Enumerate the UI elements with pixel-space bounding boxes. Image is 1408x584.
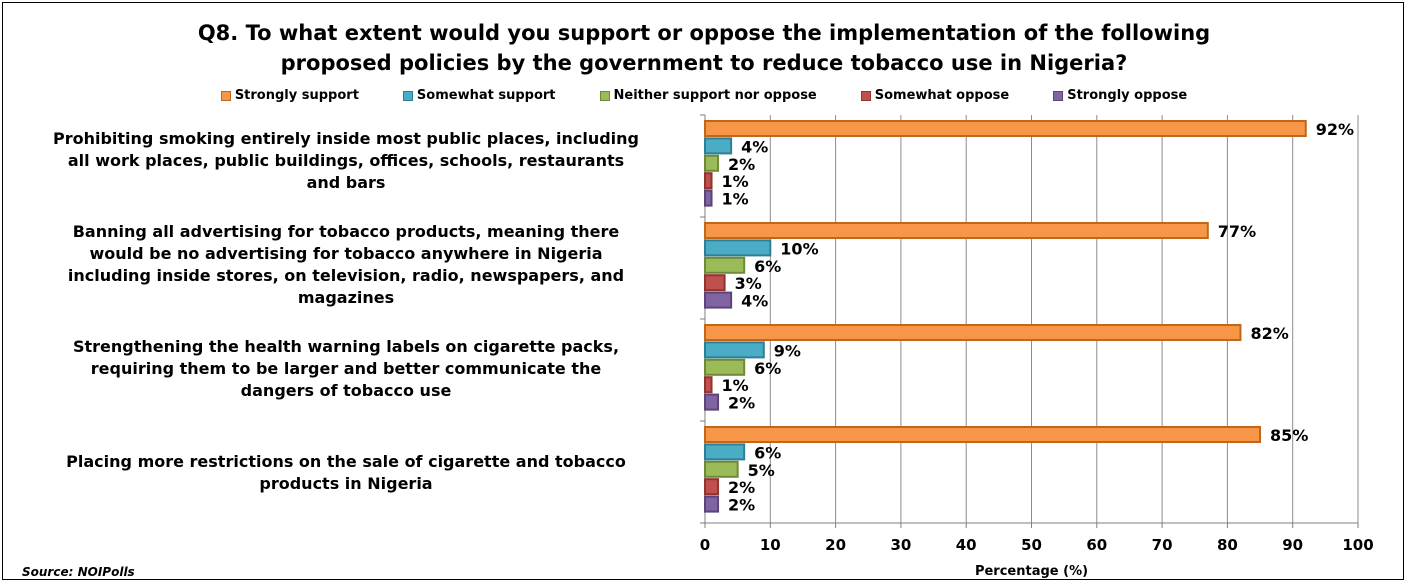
x-tick-label: 60 bbox=[1086, 536, 1107, 554]
category-label-warning-labels: Strengthening the health warning labels … bbox=[8, 336, 684, 402]
x-tick-label: 0 bbox=[700, 536, 710, 554]
category-label-smoking-ban: Prohibiting smoking entirely inside most… bbox=[8, 128, 684, 194]
x-tick-label: 20 bbox=[825, 536, 846, 554]
legend-swatch-somewhat-oppose bbox=[860, 90, 871, 101]
bar bbox=[704, 239, 772, 257]
x-tick-label: 40 bbox=[956, 536, 977, 554]
chart-title-line-2: proposed policies by the government to r… bbox=[280, 51, 1128, 75]
data-label: 6% bbox=[754, 257, 781, 276]
bar bbox=[704, 460, 739, 478]
source-note: Source: NOIPolls bbox=[22, 565, 135, 579]
data-label: 1% bbox=[722, 376, 749, 395]
bar bbox=[704, 376, 713, 394]
x-tick-label: 80 bbox=[1217, 536, 1238, 554]
x-tick-label: 30 bbox=[890, 536, 911, 554]
data-label: 6% bbox=[754, 443, 781, 462]
legend-item-somewhat-support: Somewhat support bbox=[402, 88, 556, 103]
category-label-line: Placing more restrictions on the sale of… bbox=[66, 452, 626, 471]
data-label: 2% bbox=[728, 155, 755, 174]
bar bbox=[704, 393, 720, 411]
bar bbox=[704, 443, 746, 461]
legend-swatch-somewhat-support bbox=[402, 90, 413, 101]
data-label: 2% bbox=[728, 496, 755, 515]
data-label: 2% bbox=[728, 394, 755, 413]
x-tick-label: 90 bbox=[1282, 536, 1303, 554]
category-label-line: all work places, public buildings, offic… bbox=[67, 151, 625, 170]
legend-label-neither: Neither support nor oppose bbox=[613, 88, 817, 103]
chart-legend: Strongly support Somewhat support Neithe… bbox=[0, 88, 1408, 103]
category-label-line: including inside stores, on television, … bbox=[67, 266, 625, 285]
category-label-line: would be no advertising for tobacco anyw… bbox=[89, 244, 603, 263]
bar bbox=[704, 274, 726, 292]
bar bbox=[704, 222, 1209, 239]
legend-swatch-neither bbox=[599, 90, 610, 101]
category-label-line: Banning all advertising for tobacco prod… bbox=[72, 222, 620, 241]
legend-label-somewhat-oppose: Somewhat oppose bbox=[874, 88, 1010, 103]
x-tick-label: 10 bbox=[760, 536, 781, 554]
legend-label-strongly-oppose: Strongly oppose bbox=[1067, 88, 1188, 103]
legend-swatch-strongly-oppose bbox=[1053, 90, 1064, 101]
legend-item-neither: Neither support nor oppose bbox=[599, 88, 817, 103]
category-label-line: magazines bbox=[297, 288, 395, 307]
data-label: 9% bbox=[774, 341, 801, 360]
chart-title-line-1: Q8. To what extent would you support or … bbox=[197, 21, 1211, 45]
data-label: 6% bbox=[754, 359, 781, 378]
data-label: 2% bbox=[728, 478, 755, 497]
x-tick-label: 50 bbox=[1021, 536, 1042, 554]
data-label: 77% bbox=[1218, 222, 1256, 241]
category-label-line: Prohibiting smoking entirely inside most… bbox=[52, 129, 640, 148]
bar bbox=[704, 137, 733, 155]
data-label: 1% bbox=[722, 172, 749, 191]
category-label-line: Strengthening the health warning labels … bbox=[72, 337, 620, 356]
category-label-advertising-ban: Banning all advertising for tobacco prod… bbox=[8, 221, 684, 309]
category-label-sale-restrictions: Placing more restrictions on the sale of… bbox=[8, 451, 684, 495]
bar bbox=[704, 189, 713, 207]
x-tick-label: 70 bbox=[1152, 536, 1173, 554]
chart-title: Q8. To what extent would you support or … bbox=[0, 18, 1408, 78]
data-label: 92% bbox=[1316, 120, 1354, 139]
data-label: 85% bbox=[1270, 426, 1308, 445]
data-label: 4% bbox=[741, 137, 768, 156]
data-label: 5% bbox=[748, 461, 775, 480]
category-label-line: products in Nigeria bbox=[259, 474, 433, 493]
legend-item-somewhat-oppose: Somewhat oppose bbox=[860, 88, 1010, 103]
bar bbox=[704, 172, 713, 190]
legend-swatch-strongly-support bbox=[220, 90, 231, 101]
legend-label-somewhat-support: Somewhat support bbox=[416, 88, 556, 103]
bar bbox=[704, 324, 1242, 341]
data-label: 82% bbox=[1250, 324, 1288, 343]
bar bbox=[704, 256, 746, 274]
legend-label-strongly-support: Strongly support bbox=[234, 88, 359, 103]
category-label-line: dangers of tobacco use bbox=[240, 381, 452, 400]
bar bbox=[704, 291, 733, 309]
bar bbox=[704, 154, 720, 172]
bar bbox=[704, 341, 765, 359]
legend-item-strongly-support: Strongly support bbox=[220, 88, 359, 103]
bar bbox=[704, 478, 720, 496]
data-label: 1% bbox=[722, 190, 749, 209]
data-label: 10% bbox=[780, 239, 818, 258]
x-axis-title: Percentage (%) bbox=[975, 564, 1088, 579]
bar bbox=[704, 358, 746, 376]
bar bbox=[704, 120, 1307, 137]
bar bbox=[704, 426, 1262, 443]
category-label-line: requiring them to be larger and better c… bbox=[90, 359, 602, 378]
x-tick-label: 100 bbox=[1342, 536, 1373, 554]
bar bbox=[704, 495, 720, 513]
data-label: 3% bbox=[735, 274, 762, 293]
legend-item-strongly-oppose: Strongly oppose bbox=[1053, 88, 1187, 103]
category-label-line: and bars bbox=[306, 173, 386, 192]
data-label: 4% bbox=[741, 292, 768, 311]
